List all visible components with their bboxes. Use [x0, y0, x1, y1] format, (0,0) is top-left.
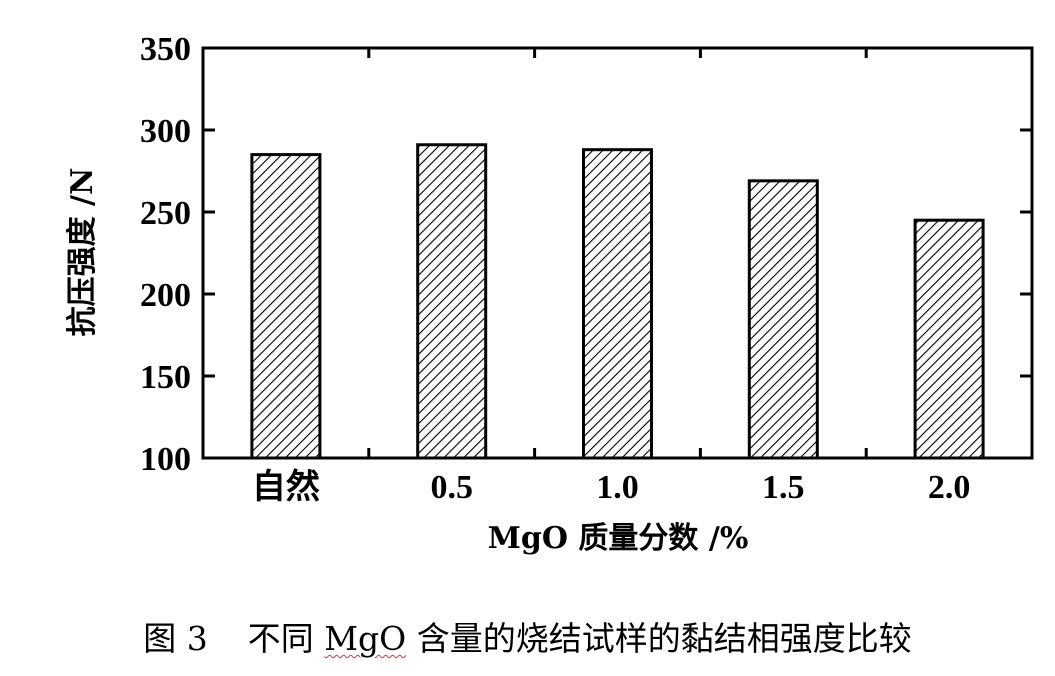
- caption-mgo: MgO: [324, 619, 407, 658]
- y-tick-label: 150: [140, 359, 191, 396]
- figure-caption: 图 3 不同 MgO 含量的烧结试样的黏结相强度比较: [0, 612, 1055, 660]
- bar: [250, 153, 322, 460]
- y-axis-label: 抗压强度 /N: [65, 168, 100, 337]
- bar: [913, 218, 985, 460]
- y-tick-label: 200: [140, 277, 191, 314]
- caption-figure-number: 图 3: [143, 619, 208, 658]
- caption-text-before: 不同: [247, 619, 325, 658]
- y-tick-label: 300: [140, 113, 191, 150]
- x-tick-label: 1.0: [596, 469, 639, 506]
- bar: [582, 148, 653, 460]
- x-tick-label: 1.5: [762, 469, 805, 506]
- x-tick-label: 自然: [252, 467, 320, 506]
- y-tick-label: 250: [140, 195, 191, 232]
- x-axis-label: MgO 质量分数 /%: [488, 521, 749, 556]
- bar-chart: 100 150 200 250 300 350 自然 0.5 1.0 1.5 2.0 抗压强度 /N…: [65, 31, 1034, 556]
- bar: [747, 179, 819, 460]
- x-tick-label: 2.0: [928, 469, 971, 506]
- y-tick-label: 350: [140, 31, 191, 68]
- y-tick-label: 100: [140, 441, 191, 478]
- x-tick-label: 0.5: [430, 469, 473, 506]
- caption-text-after: 含量的烧结试样的黏结相强度比较: [406, 619, 912, 658]
- bar: [416, 143, 488, 460]
